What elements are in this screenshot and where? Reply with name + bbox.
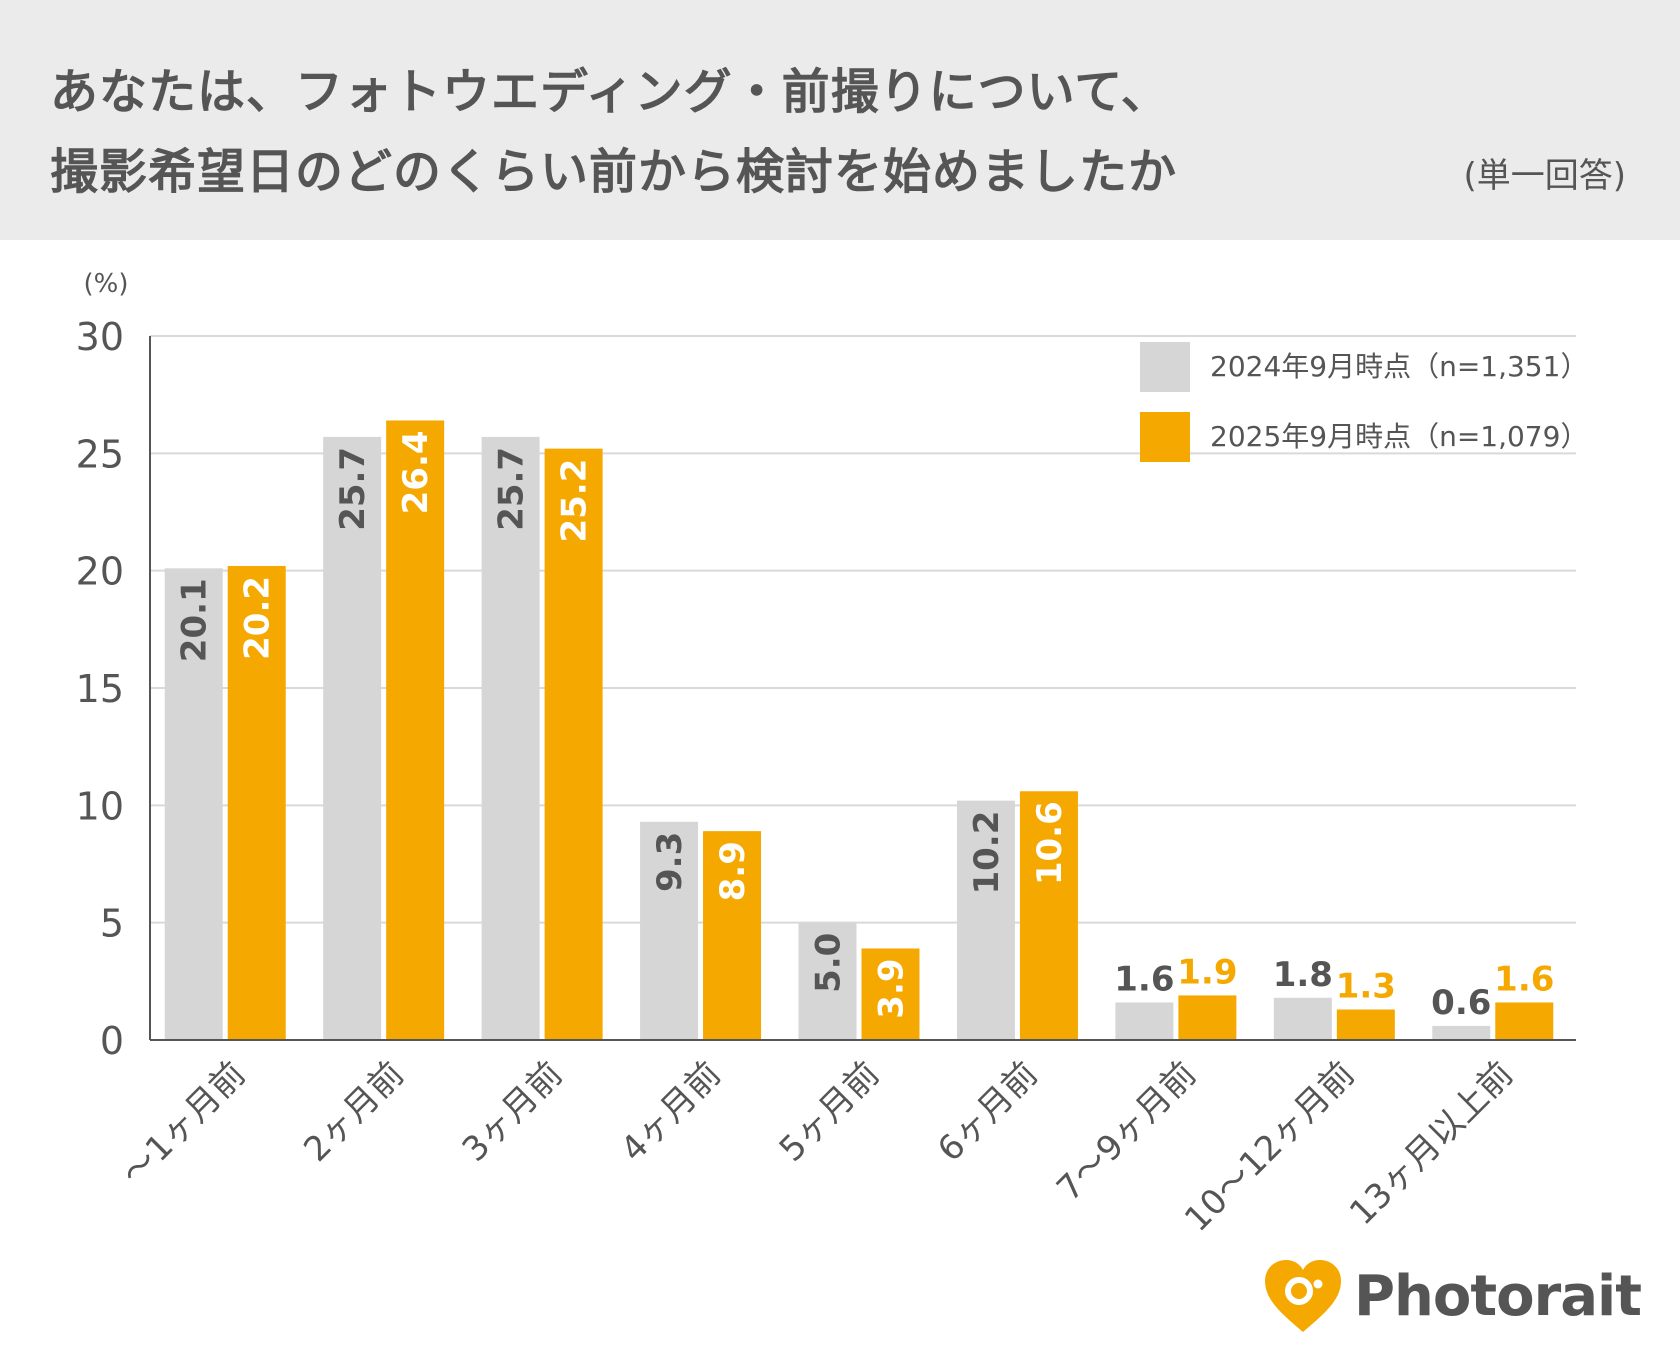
bar-2025 (1019, 791, 1078, 1040)
x-category-label: 2ヶ月前 (296, 1054, 412, 1170)
logo-text: Photorait (1354, 1263, 1642, 1329)
bar-2025 (544, 448, 603, 1040)
heart-logo-icon (1265, 1260, 1341, 1332)
data-label: 1.3 (1336, 966, 1396, 1006)
data-label: 20.1 (175, 578, 215, 662)
legend-label: 2025年9月時点（n=1,079） (1210, 420, 1588, 453)
bar-2025 (227, 565, 286, 1040)
bar-2024 (164, 568, 223, 1040)
data-label: 10.6 (1030, 801, 1070, 885)
y-tick-label: 30 (76, 315, 124, 359)
x-category-label: 5ヶ月前 (772, 1054, 888, 1170)
bar-2025 (1336, 1009, 1395, 1040)
data-label: 0.6 (1431, 983, 1491, 1023)
bar-2024 (1273, 997, 1332, 1040)
data-label: 1.6 (1114, 959, 1174, 999)
y-tick-label: 20 (76, 550, 124, 594)
y-tick-label: 10 (76, 784, 124, 828)
data-label: 20.2 (238, 576, 278, 660)
data-label: 25.7 (333, 447, 373, 531)
bar-2024 (640, 821, 699, 1040)
x-category-label: 3ヶ月前 (455, 1054, 571, 1170)
bar-2024 (323, 436, 382, 1040)
data-label: 10.2 (967, 811, 1007, 895)
x-category-label: 7〜9ヶ月前 (1049, 1054, 1204, 1209)
y-tick-label: 25 (76, 432, 124, 476)
x-category-label: 13ヶ月以上前 (1342, 1054, 1521, 1233)
x-category-label: 6ヶ月前 (930, 1054, 1046, 1170)
bar-2025 (386, 420, 445, 1040)
bar-2024 (956, 800, 1015, 1040)
photorait-logo: Photorait (1262, 1258, 1642, 1334)
data-label: 8.9 (713, 841, 753, 901)
bar-2025 (1178, 995, 1237, 1040)
bar-2025 (703, 831, 762, 1040)
x-category-label: 4ヶ月前 (613, 1054, 729, 1170)
data-label: 25.7 (492, 447, 532, 531)
y-tick-label: 0 (100, 1019, 124, 1063)
data-label: 25.2 (555, 459, 595, 543)
bar-2024 (481, 436, 540, 1040)
legend-swatch-2024 (1140, 342, 1190, 392)
chart-header: あなたは、フォトウエディング・前撮りについて、 撮影希望日のどのくらい前から検討… (0, 0, 1680, 240)
bar-2024 (798, 922, 857, 1040)
bar-2025 (1495, 1002, 1554, 1040)
legend-swatch-2025 (1140, 412, 1190, 462)
data-label: 26.4 (396, 430, 436, 514)
y-axis-unit-label: (%) (84, 269, 129, 299)
y-tick-label: 15 (76, 667, 124, 711)
data-label: 5.0 (809, 933, 849, 993)
bar-chart: (%) 0 5 10 15 20 25 30 20.1 20.2 〜1ヶ月前 25.7 26.4 2ヶ月前… (76, 269, 1589, 1240)
bar-2024 (1115, 1002, 1174, 1040)
chart-title-line-2: 撮影希望日のどのくらい前から検討を始めましたか (50, 144, 1178, 200)
chart-title-line-1: あなたは、フォトウエディング・前撮りについて、 (50, 64, 1170, 120)
data-label: 9.3 (650, 832, 690, 892)
legend-label: 2024年9月時点（n=1,351） (1210, 350, 1588, 383)
x-category-label: 10〜12ヶ月前 (1177, 1054, 1363, 1240)
answer-type-note: (単一回答) (1463, 156, 1626, 196)
bar-2024 (1432, 1025, 1491, 1040)
bar-2025 (861, 948, 920, 1040)
y-tick-label: 5 (100, 902, 124, 946)
data-label: 1.9 (1177, 952, 1237, 992)
data-label: 3.9 (872, 958, 912, 1018)
x-category-label: 〜1ヶ月前 (114, 1054, 254, 1194)
data-label: 1.8 (1273, 955, 1333, 995)
data-label: 1.6 (1494, 959, 1554, 999)
